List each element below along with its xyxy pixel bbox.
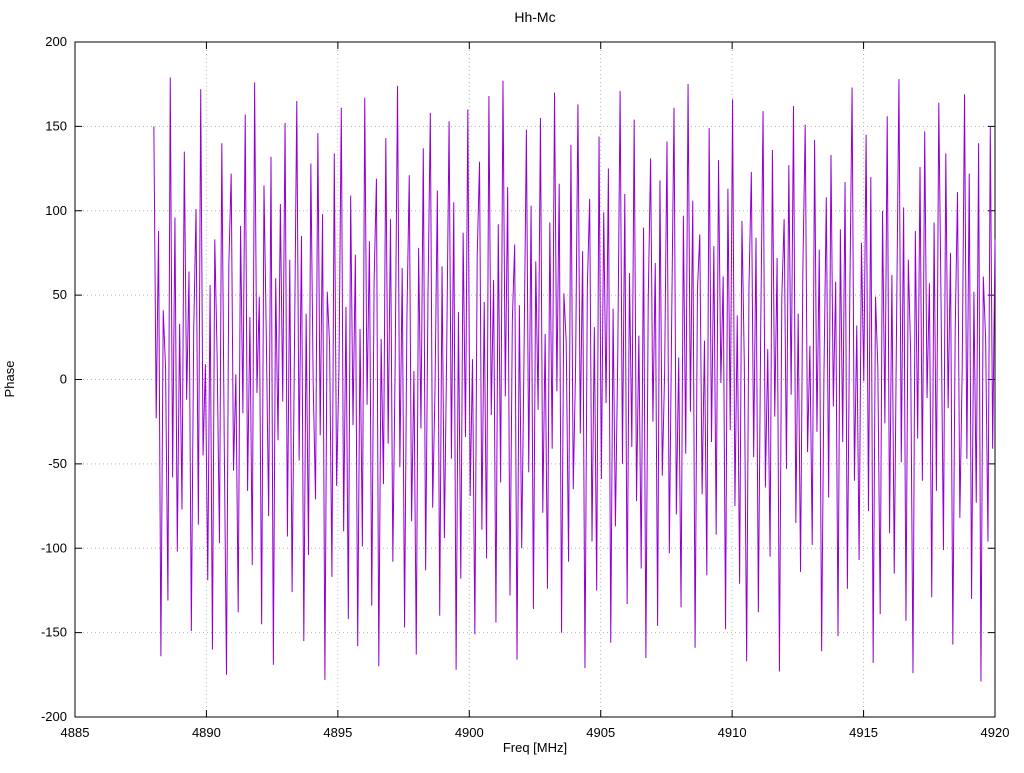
y-tick-label: 200 (45, 34, 67, 49)
y-tick-label: -100 (41, 540, 67, 555)
chart-title: Hh-Mc (514, 9, 555, 25)
x-tick-label: 4885 (61, 725, 90, 740)
x-tick-label: 4900 (455, 725, 484, 740)
x-tick-label: 4895 (323, 725, 352, 740)
tick-marks (74, 41, 996, 718)
y-tick-label: 100 (45, 203, 67, 218)
y-tick-label: 50 (53, 287, 67, 302)
y-tick-label: 150 (45, 118, 67, 133)
x-tick-labels: 4885 4890 4895 4900 4905 4910 4915 4920 (61, 725, 1010, 740)
y-axis-label: Phase (2, 361, 17, 398)
x-tick-label: 4910 (718, 725, 747, 740)
x-axis-label: Freq [MHz] (503, 740, 567, 755)
x-tick-label: 4920 (981, 725, 1010, 740)
x-tick-label: 4905 (586, 725, 615, 740)
y-tick-label: -150 (41, 625, 67, 640)
y-tick-label: 0 (60, 372, 67, 387)
phase-series-line (153, 77, 996, 682)
y-tick-label: -200 (41, 709, 67, 724)
x-tick-label: 4915 (849, 725, 878, 740)
x-tick-label: 4890 (192, 725, 221, 740)
y-tick-label: -50 (48, 456, 67, 471)
y-tick-labels: -200 -150 -100 -50 0 50 100 150 200 (41, 34, 67, 724)
